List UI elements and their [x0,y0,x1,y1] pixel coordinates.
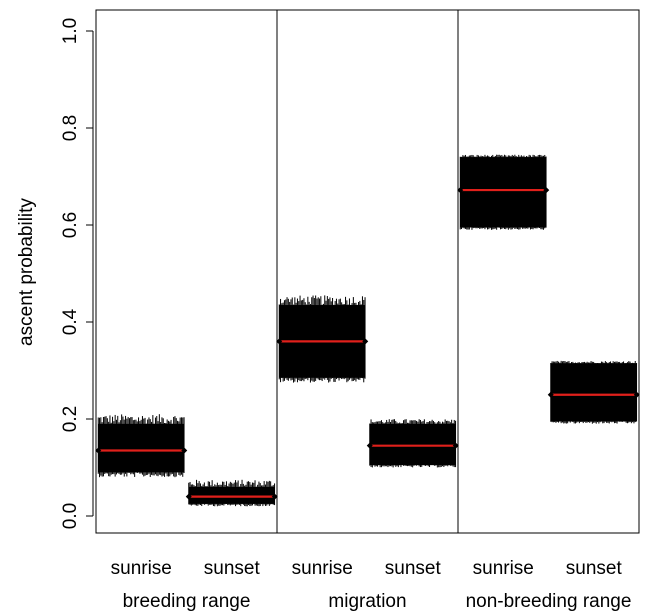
sample-strip [457,154,550,230]
median-end-marker [366,442,373,449]
median-end-marker [271,493,278,500]
sample-strip [547,360,640,424]
category-label: sunset [204,558,261,579]
category-label: sunrise [292,558,353,579]
sample-strip [366,419,459,468]
y-tick-label: 0.2 [60,406,81,432]
category-label: sunrise [111,558,172,579]
y-tick-label: 0.0 [60,503,81,529]
group-label: migration [328,591,406,612]
y-tick-label: 0.8 [60,115,81,141]
sample-strip [185,479,278,507]
median-end-marker [95,447,102,454]
median-end-marker [457,187,464,194]
y-axis: 0.0 0.2 0.4 0.6 0.8 1.0 [60,18,94,529]
chart-marks [95,154,640,507]
y-tick-label: 0.4 [60,308,81,335]
y-tick-label: 1.0 [60,18,81,44]
median-end-marker [547,391,554,398]
y-axis-title: ascent probability [16,198,37,346]
group-label: non-breeding range [466,591,632,612]
plot-frame [95,9,640,534]
group-label: breeding range [123,591,251,612]
category-label: sunset [385,558,442,579]
median-end-marker [362,338,369,345]
median-end-marker [633,391,640,398]
median-end-marker [185,493,192,500]
category-label: sunset [566,558,623,579]
x-axis-labels: sunrise sunset breeding range sunrise sunset… [111,558,632,612]
category-label: sunrise [473,558,534,579]
median-end-marker [181,447,188,454]
sample-strip [95,414,188,478]
y-tick-label: 0.6 [60,212,81,238]
sample-strip [276,295,369,383]
median-end-marker [276,338,283,345]
median-end-marker [543,187,550,194]
median-end-marker [452,442,459,449]
